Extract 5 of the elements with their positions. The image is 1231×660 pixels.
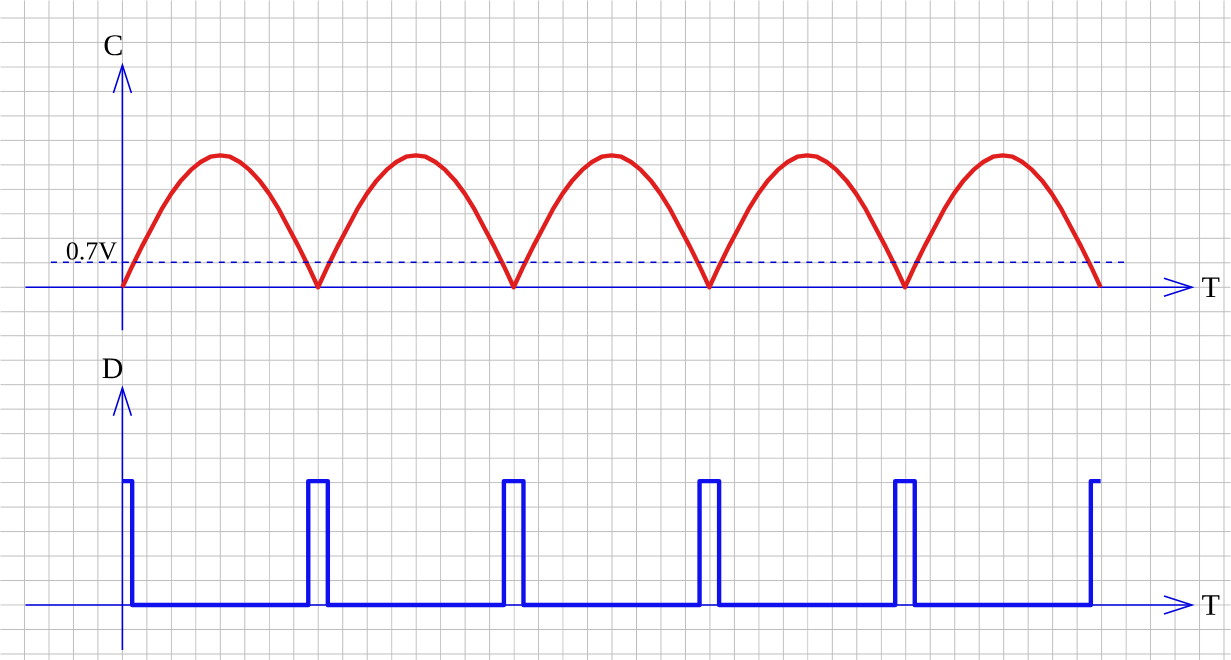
ref-line-label: 0.7V: [66, 241, 117, 260]
x-axis-title: T: [1202, 594, 1220, 615]
x-axis-title: T: [1202, 277, 1220, 297]
y-axis-title: D: [102, 358, 123, 378]
y-axis-title: C: [104, 34, 122, 56]
